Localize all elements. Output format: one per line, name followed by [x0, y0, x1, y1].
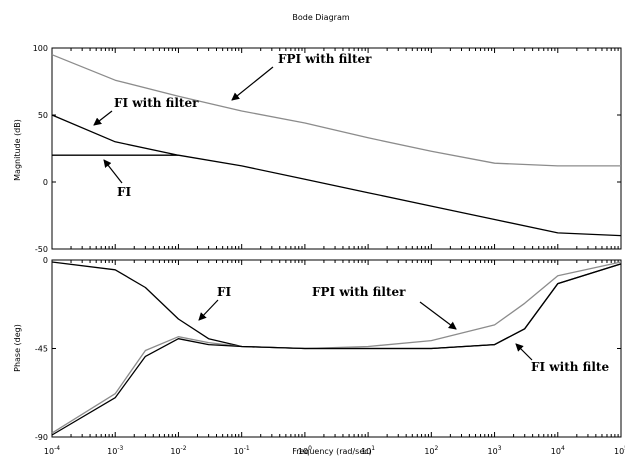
x-tick-label: 10-2 — [170, 445, 186, 456]
annotation-arrow — [515, 343, 533, 361]
x-tick-label: 103 — [488, 445, 502, 456]
annotation-arrow — [103, 159, 123, 184]
phase-ylabel: Phase (deg) — [13, 324, 22, 372]
annotation-fi-filter-mag: FI with filter — [114, 96, 199, 110]
annotation-arrow — [198, 299, 219, 321]
phase-series-fi — [51, 261, 622, 350]
magnitude-ytick-label: -50 — [35, 245, 48, 254]
phase-ytick-label: -45 — [35, 345, 48, 354]
magnitude-ylabel: Magnitude (dB) — [13, 119, 22, 181]
annotation-arrow — [419, 301, 457, 330]
x-axis-label: Frequency (rad/sec) — [292, 447, 372, 456]
annotation-arrow — [231, 66, 274, 101]
phase-series-fi-with-filter — [51, 263, 622, 436]
magnitude-series-fi-with-filter — [51, 114, 622, 237]
x-tick-label: 10-4 — [44, 445, 60, 456]
annotation-fpi-filter-mag: FPI with filter — [278, 52, 372, 66]
magnitude-ytick-label: 100 — [33, 44, 48, 53]
phase-ytick-label: 0 — [43, 256, 48, 265]
magnitude-axes-box — [51, 47, 622, 250]
chart-title: Bode Diagram — [292, 13, 349, 22]
annotation-fi-filter-phase: FI with filte — [531, 360, 609, 374]
phase-panel: Phase (deg) -90 -45 0 — [13, 256, 622, 442]
annotation-fpi-filter-phase: FPI with filter — [312, 285, 406, 299]
x-tick-label: 104 — [551, 445, 565, 456]
annotations: FPI with filter FI with filter FI FI FPI… — [93, 52, 609, 374]
magnitude-series-fpi-with-filter — [51, 54, 621, 167]
annotation-fi-mag: FI — [117, 185, 132, 199]
x-tick-label: 101 — [361, 445, 375, 456]
phase-ytick-label: -90 — [35, 433, 48, 442]
annotation-fi-phase: FI — [217, 285, 232, 299]
x-tick-label: 105 — [614, 445, 625, 456]
x-tick-label: 10-1 — [234, 445, 250, 456]
magnitude-panel: Magnitude (dB) -50 0 50 100 — [13, 44, 622, 254]
magnitude-ytick-label: 50 — [38, 111, 48, 120]
x-tick-label: 102 — [424, 445, 438, 456]
magnitude-ytick-label: 0 — [43, 178, 48, 187]
x-tick-label: 100 — [298, 445, 312, 456]
x-tick-label: 10-3 — [107, 445, 123, 456]
annotation-arrow — [93, 110, 113, 126]
